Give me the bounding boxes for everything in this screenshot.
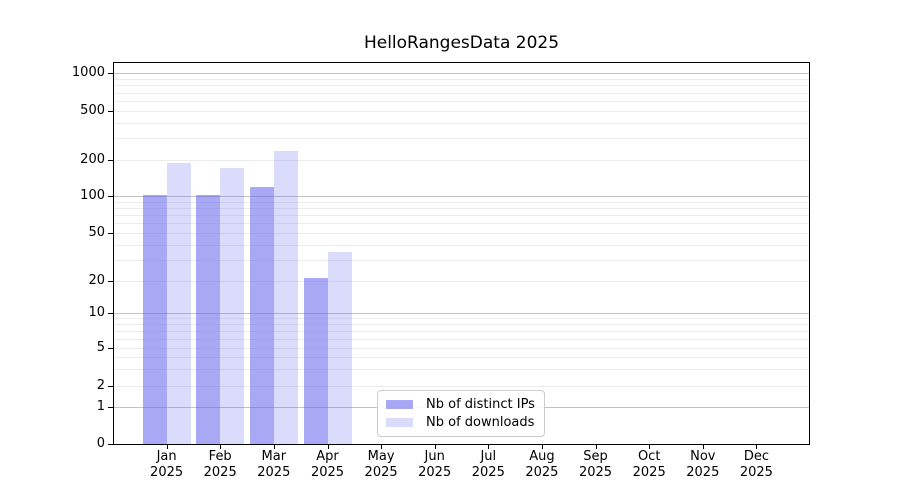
gridline-minor [114, 259, 809, 261]
gridline-minor [114, 78, 809, 80]
gridline-minor [114, 101, 809, 102]
gridline-minor [114, 244, 809, 246]
y-tick-mark [108, 73, 113, 74]
x-tick-mark [702, 445, 704, 449]
y-tick-label: 200 [80, 152, 105, 167]
x-tick-mark [220, 445, 222, 449]
legend-label-distinct-ips: Nb of distinct IPs [426, 396, 535, 412]
gridline-minor [114, 122, 809, 124]
bar-s1-apr [327, 251, 352, 444]
y-tick-label: 20 [88, 273, 105, 288]
bar-s0-apr [303, 278, 328, 444]
legend-swatch-distinct-ips [386, 399, 413, 409]
x-tick-mark [488, 445, 490, 449]
gridline-minor [114, 111, 809, 112]
gridline-minor [114, 92, 809, 94]
gridline-minor [114, 207, 809, 209]
x-tick-mark [434, 445, 436, 449]
x-tick-mark [595, 445, 597, 449]
gridline-minor [114, 223, 809, 225]
x-tick-mark [381, 445, 383, 449]
bar-s1-mar [273, 150, 298, 444]
bar-s1-jan [166, 162, 191, 444]
x-tick-label: Feb 2025 [203, 449, 237, 480]
bar-s0-jan [142, 194, 167, 444]
x-tick-mark [273, 445, 275, 449]
gridline-minor [114, 160, 809, 161]
gridline-minor [114, 324, 809, 326]
gridline-minor [114, 369, 809, 371]
bar-s0-feb [196, 194, 221, 444]
legend-item-downloads: Nb of downloads [378, 415, 544, 430]
x-tick-label: Jan 2025 [150, 449, 184, 480]
gridline-minor [114, 318, 809, 320]
y-tick-label: 2 [96, 378, 105, 393]
legend-label-downloads: Nb of downloads [426, 415, 535, 431]
y-tick-mark [108, 444, 113, 445]
y-tick-mark [108, 348, 113, 349]
gridline-major [114, 196, 809, 197]
gridline-minor [114, 215, 809, 216]
gridline-minor [114, 331, 809, 332]
y-tick-label: 10 [88, 305, 105, 320]
gridline-minor [114, 357, 809, 359]
y-tick-mark [108, 111, 113, 112]
y-tick-mark [108, 160, 113, 161]
x-tick-mark [649, 445, 651, 449]
y-tick-label: 1 [96, 399, 105, 414]
legend-swatch-downloads [386, 418, 413, 428]
gridline-minor [114, 201, 809, 203]
x-tick-label: Mar 2025 [257, 449, 291, 480]
x-tick-label: Dec 2025 [739, 449, 773, 480]
x-tick-mark [541, 445, 543, 449]
bar-s0-mar [249, 186, 274, 444]
gridline-minor [114, 338, 809, 340]
y-tick-label: 0 [96, 436, 105, 451]
gridline-minor [114, 348, 809, 349]
gridline-minor [114, 386, 809, 387]
x-tick-mark [166, 445, 168, 449]
x-tick-mark [756, 445, 758, 449]
y-tick-mark [108, 233, 113, 234]
x-tick-label: Oct 2025 [632, 449, 666, 480]
y-tick-label: 1000 [71, 65, 105, 80]
y-tick-label: 100 [80, 188, 105, 203]
bar-s1-feb [220, 168, 245, 444]
y-tick-label: 5 [96, 340, 105, 355]
plot-area: Nb of distinct IPs Nb of downloads [113, 62, 810, 445]
x-tick-label: Apr 2025 [310, 449, 345, 480]
y-tick-mark [108, 386, 113, 387]
gridline-minor [114, 281, 809, 282]
gridline-major [114, 73, 809, 74]
x-tick-label: Jul 2025 [471, 449, 505, 480]
x-tick-label: Sep 2025 [578, 449, 613, 480]
x-tick-mark [327, 445, 329, 449]
gridline-minor [114, 138, 809, 140]
y-tick-label: 50 [88, 225, 105, 240]
y-tick-mark [108, 407, 113, 408]
gridline-minor [114, 233, 809, 234]
x-tick-label: Nov 2025 [686, 449, 720, 480]
x-tick-label: Aug 2025 [525, 449, 559, 480]
chart-title: HelloRangesData 2025 [363, 33, 560, 53]
legend-item-distinct-ips: Nb of distinct IPs [378, 397, 544, 412]
x-tick-label: Jun 2025 [418, 449, 452, 480]
gridline-minor [114, 85, 809, 87]
y-tick-label: 500 [80, 103, 105, 118]
y-tick-mark [108, 313, 113, 314]
x-tick-label: May 2025 [364, 449, 398, 480]
legend: Nb of distinct IPs Nb of downloads [377, 390, 545, 437]
y-tick-mark [108, 281, 113, 282]
gridline-major [114, 313, 809, 314]
y-tick-mark [108, 196, 113, 197]
